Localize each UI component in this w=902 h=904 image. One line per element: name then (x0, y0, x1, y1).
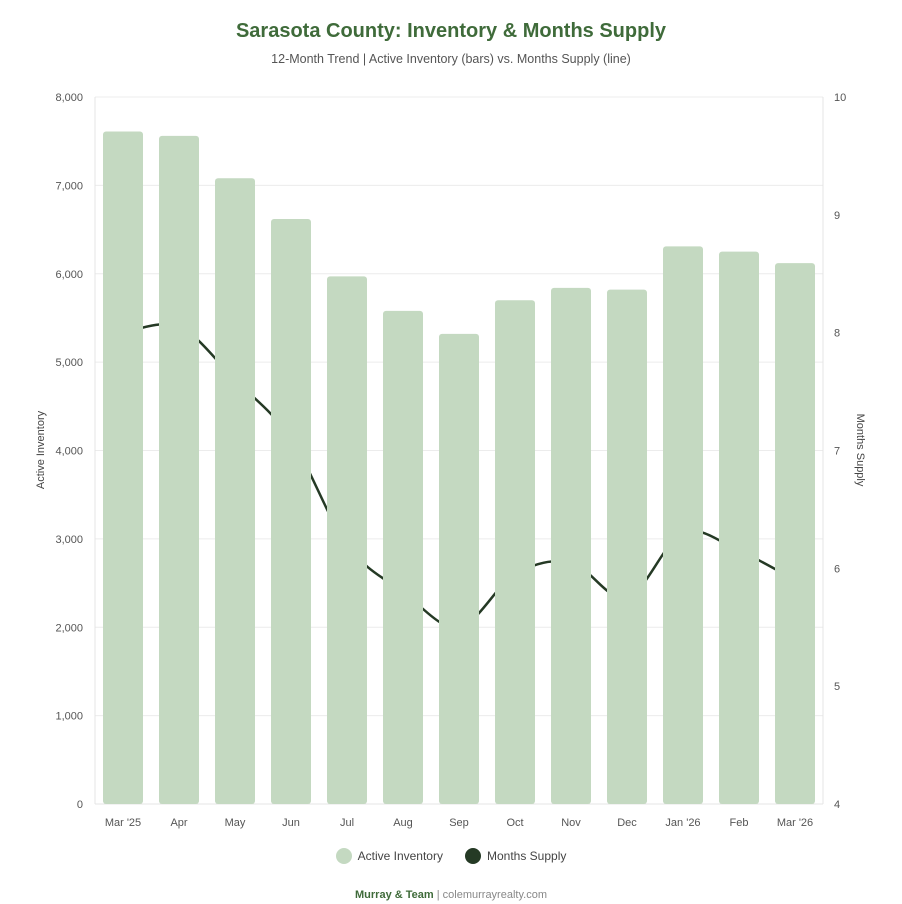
bar (103, 131, 143, 804)
bar (495, 300, 535, 804)
legend-swatch-months-supply (464, 848, 481, 864)
bar (775, 263, 815, 804)
y-axis-title: Active Inventory (35, 410, 47, 489)
y2-tick-label: 10 (834, 92, 846, 104)
bar (719, 251, 759, 804)
x-tick-label: Apr (170, 817, 187, 829)
legend: Active Inventory Months Supply (0, 848, 902, 864)
x-tick-label: Jul (340, 817, 354, 829)
legend-swatch-inventory (335, 848, 352, 864)
y-tick-label: 5,000 (55, 357, 83, 369)
x-tick-label: Feb (730, 817, 749, 829)
bar (159, 135, 199, 804)
y-tick-label: 0 (77, 799, 83, 811)
bar (271, 218, 311, 804)
y-tick-label: 1,000 (55, 711, 83, 723)
bar (215, 178, 255, 804)
y-tick-label: 7,000 (55, 180, 83, 192)
bar (663, 246, 703, 804)
legend-item-months-supply[interactable]: Months Supply (464, 848, 567, 864)
bar (439, 333, 479, 804)
x-tick-label: Nov (561, 817, 581, 829)
chart-title: Sarasota County: Inventory & Months Supp… (235, 20, 667, 42)
y2-axis-title: Months Supply (854, 414, 866, 487)
y2-tick-label: 8 (834, 328, 840, 340)
footer-site[interactable]: colemurrayrealty.com (442, 889, 547, 901)
x-tick-label: Jan '26 (665, 817, 700, 829)
footer-brand: Murray & Team (355, 889, 434, 901)
bar (607, 289, 647, 805)
y2-tick-label: 6 (834, 563, 840, 575)
x-tick-label: Dec (617, 817, 637, 829)
x-tick-label: Oct (506, 817, 523, 829)
footer: Murray & Team | colemurrayrealty.com (0, 889, 902, 901)
y-tick-label: 3,000 (55, 534, 83, 546)
y2-tick-label: 5 (834, 681, 840, 693)
x-tick-label: Mar '25 (105, 817, 141, 829)
bar (551, 287, 591, 804)
bar (327, 276, 367, 804)
y2-tick-label: 4 (834, 799, 840, 811)
footer-separator: | (436, 889, 440, 901)
x-tick-label: May (225, 817, 246, 829)
legend-item-inventory[interactable]: Active Inventory (335, 848, 443, 864)
y2-tick-label: 9 (834, 210, 840, 222)
x-tick-label: Jun (282, 817, 300, 829)
chart-subtitle: 12-Month Trend | Active Inventory (bars)… (271, 52, 631, 66)
legend-label-inventory: Active Inventory (357, 849, 443, 863)
y-tick-label: 2,000 (55, 622, 83, 634)
legend-label-months-supply: Months Supply (486, 849, 567, 863)
x-tick-label: Sep (449, 817, 469, 829)
bar (383, 310, 423, 804)
x-tick-label: Mar '26 (777, 817, 813, 829)
y2-tick-label: 7 (834, 446, 840, 458)
y-tick-label: 4,000 (55, 446, 83, 458)
y-tick-label: 6,000 (55, 269, 83, 281)
y-tick-label: 8,000 (55, 92, 83, 104)
x-tick-label: Aug (393, 817, 413, 829)
